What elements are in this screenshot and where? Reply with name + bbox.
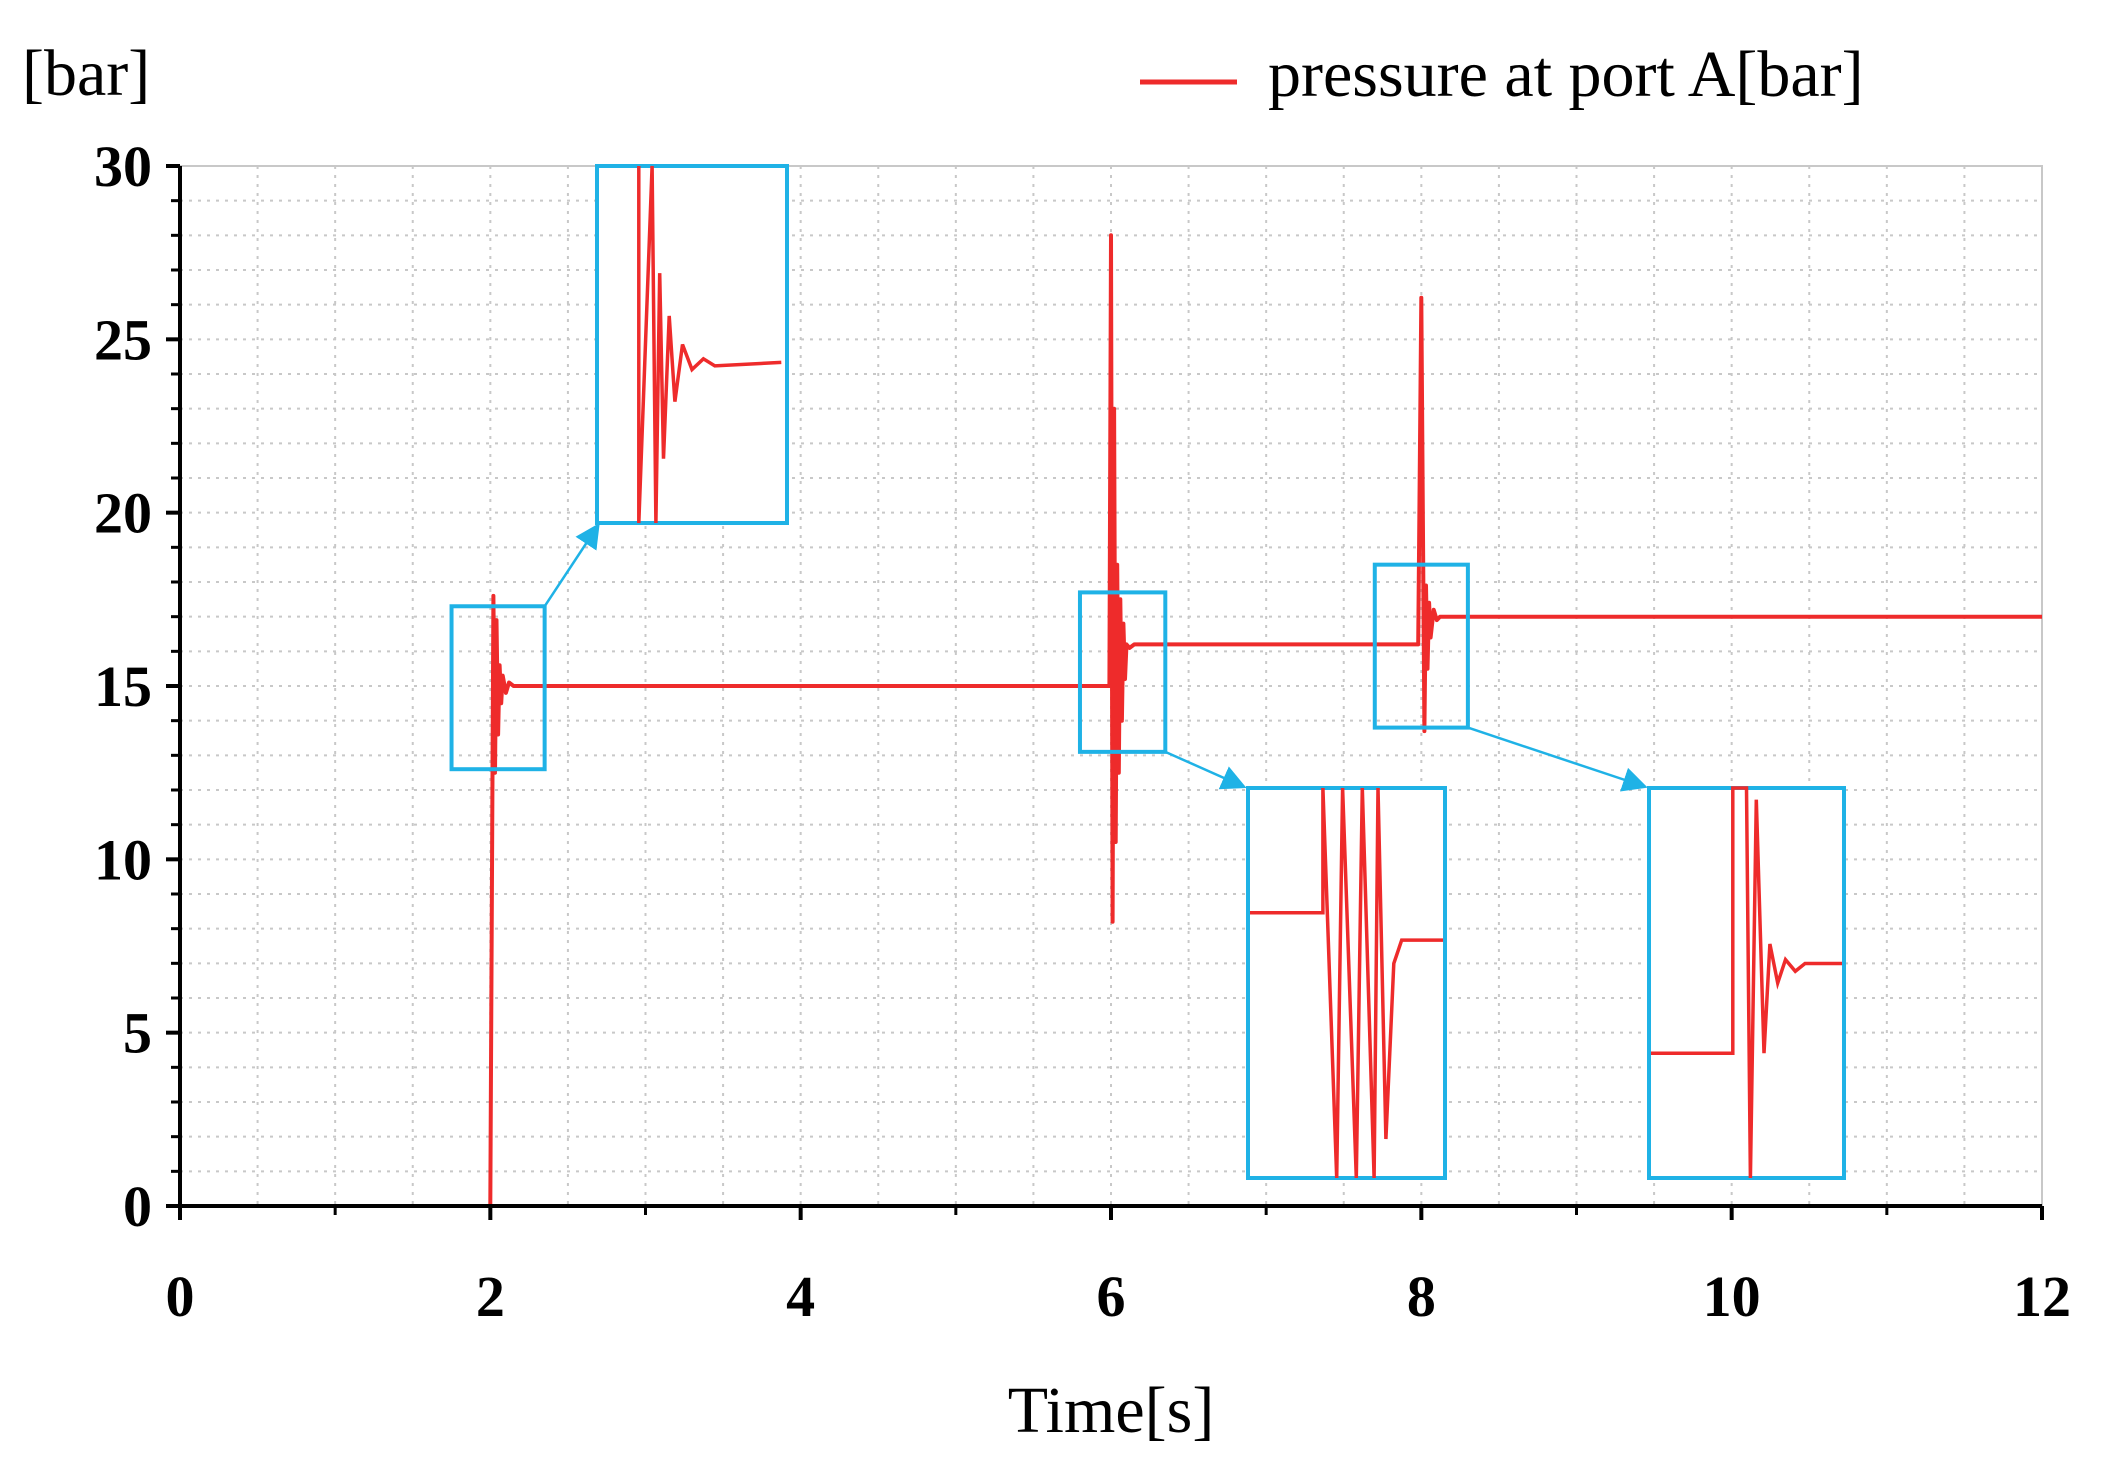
x-tick-label: 8 [1407, 1264, 1436, 1329]
legend: pressure at port A[bar] [1140, 38, 1864, 111]
y-tick-label: 30 [94, 134, 152, 199]
inset-6s-panel [1246, 786, 1447, 1180]
inset-6s-arrow [1164, 750, 1247, 790]
y-axis-label: [bar] [22, 37, 150, 110]
y-tick-label: 5 [123, 1001, 152, 1066]
series-line-pressure [180, 233, 2042, 1206]
y-tick-label: 20 [94, 481, 152, 546]
x-tick-label: 4 [786, 1264, 815, 1329]
insets-layer [449, 164, 1846, 1180]
y-tick-label: 25 [94, 307, 152, 372]
series-layer [180, 233, 2042, 1206]
inset-8s-arrow [1467, 726, 1648, 792]
legend-label: pressure at port A[bar] [1268, 38, 1864, 111]
inset-2s-panel [595, 164, 789, 525]
y-tick-label: 0 [123, 1174, 152, 1239]
inset-2s-highlight-box [449, 604, 547, 772]
inset-2s-zoom-trace [637, 165, 782, 524]
inset-2s-arrow [543, 522, 600, 607]
x-tick-label: 0 [166, 1264, 195, 1329]
inset-6s-zoom-trace [1250, 787, 1443, 1179]
x-tick-label: 12 [2013, 1264, 2071, 1329]
inset-8s-highlight-box [1372, 562, 1470, 730]
axes [166, 164, 2044, 1220]
y-tick-label: 10 [94, 827, 152, 892]
x-axis-label: Time[s] [1008, 1374, 1215, 1447]
x-tick-label: 2 [476, 1264, 505, 1329]
x-tick-label: 10 [1703, 1264, 1761, 1329]
inset-6s-highlight-box [1077, 590, 1168, 754]
inset-8s-zoom-trace [1651, 786, 1842, 1179]
x-tick-label: 6 [1097, 1264, 1126, 1329]
y-tick-label: 15 [94, 654, 152, 719]
